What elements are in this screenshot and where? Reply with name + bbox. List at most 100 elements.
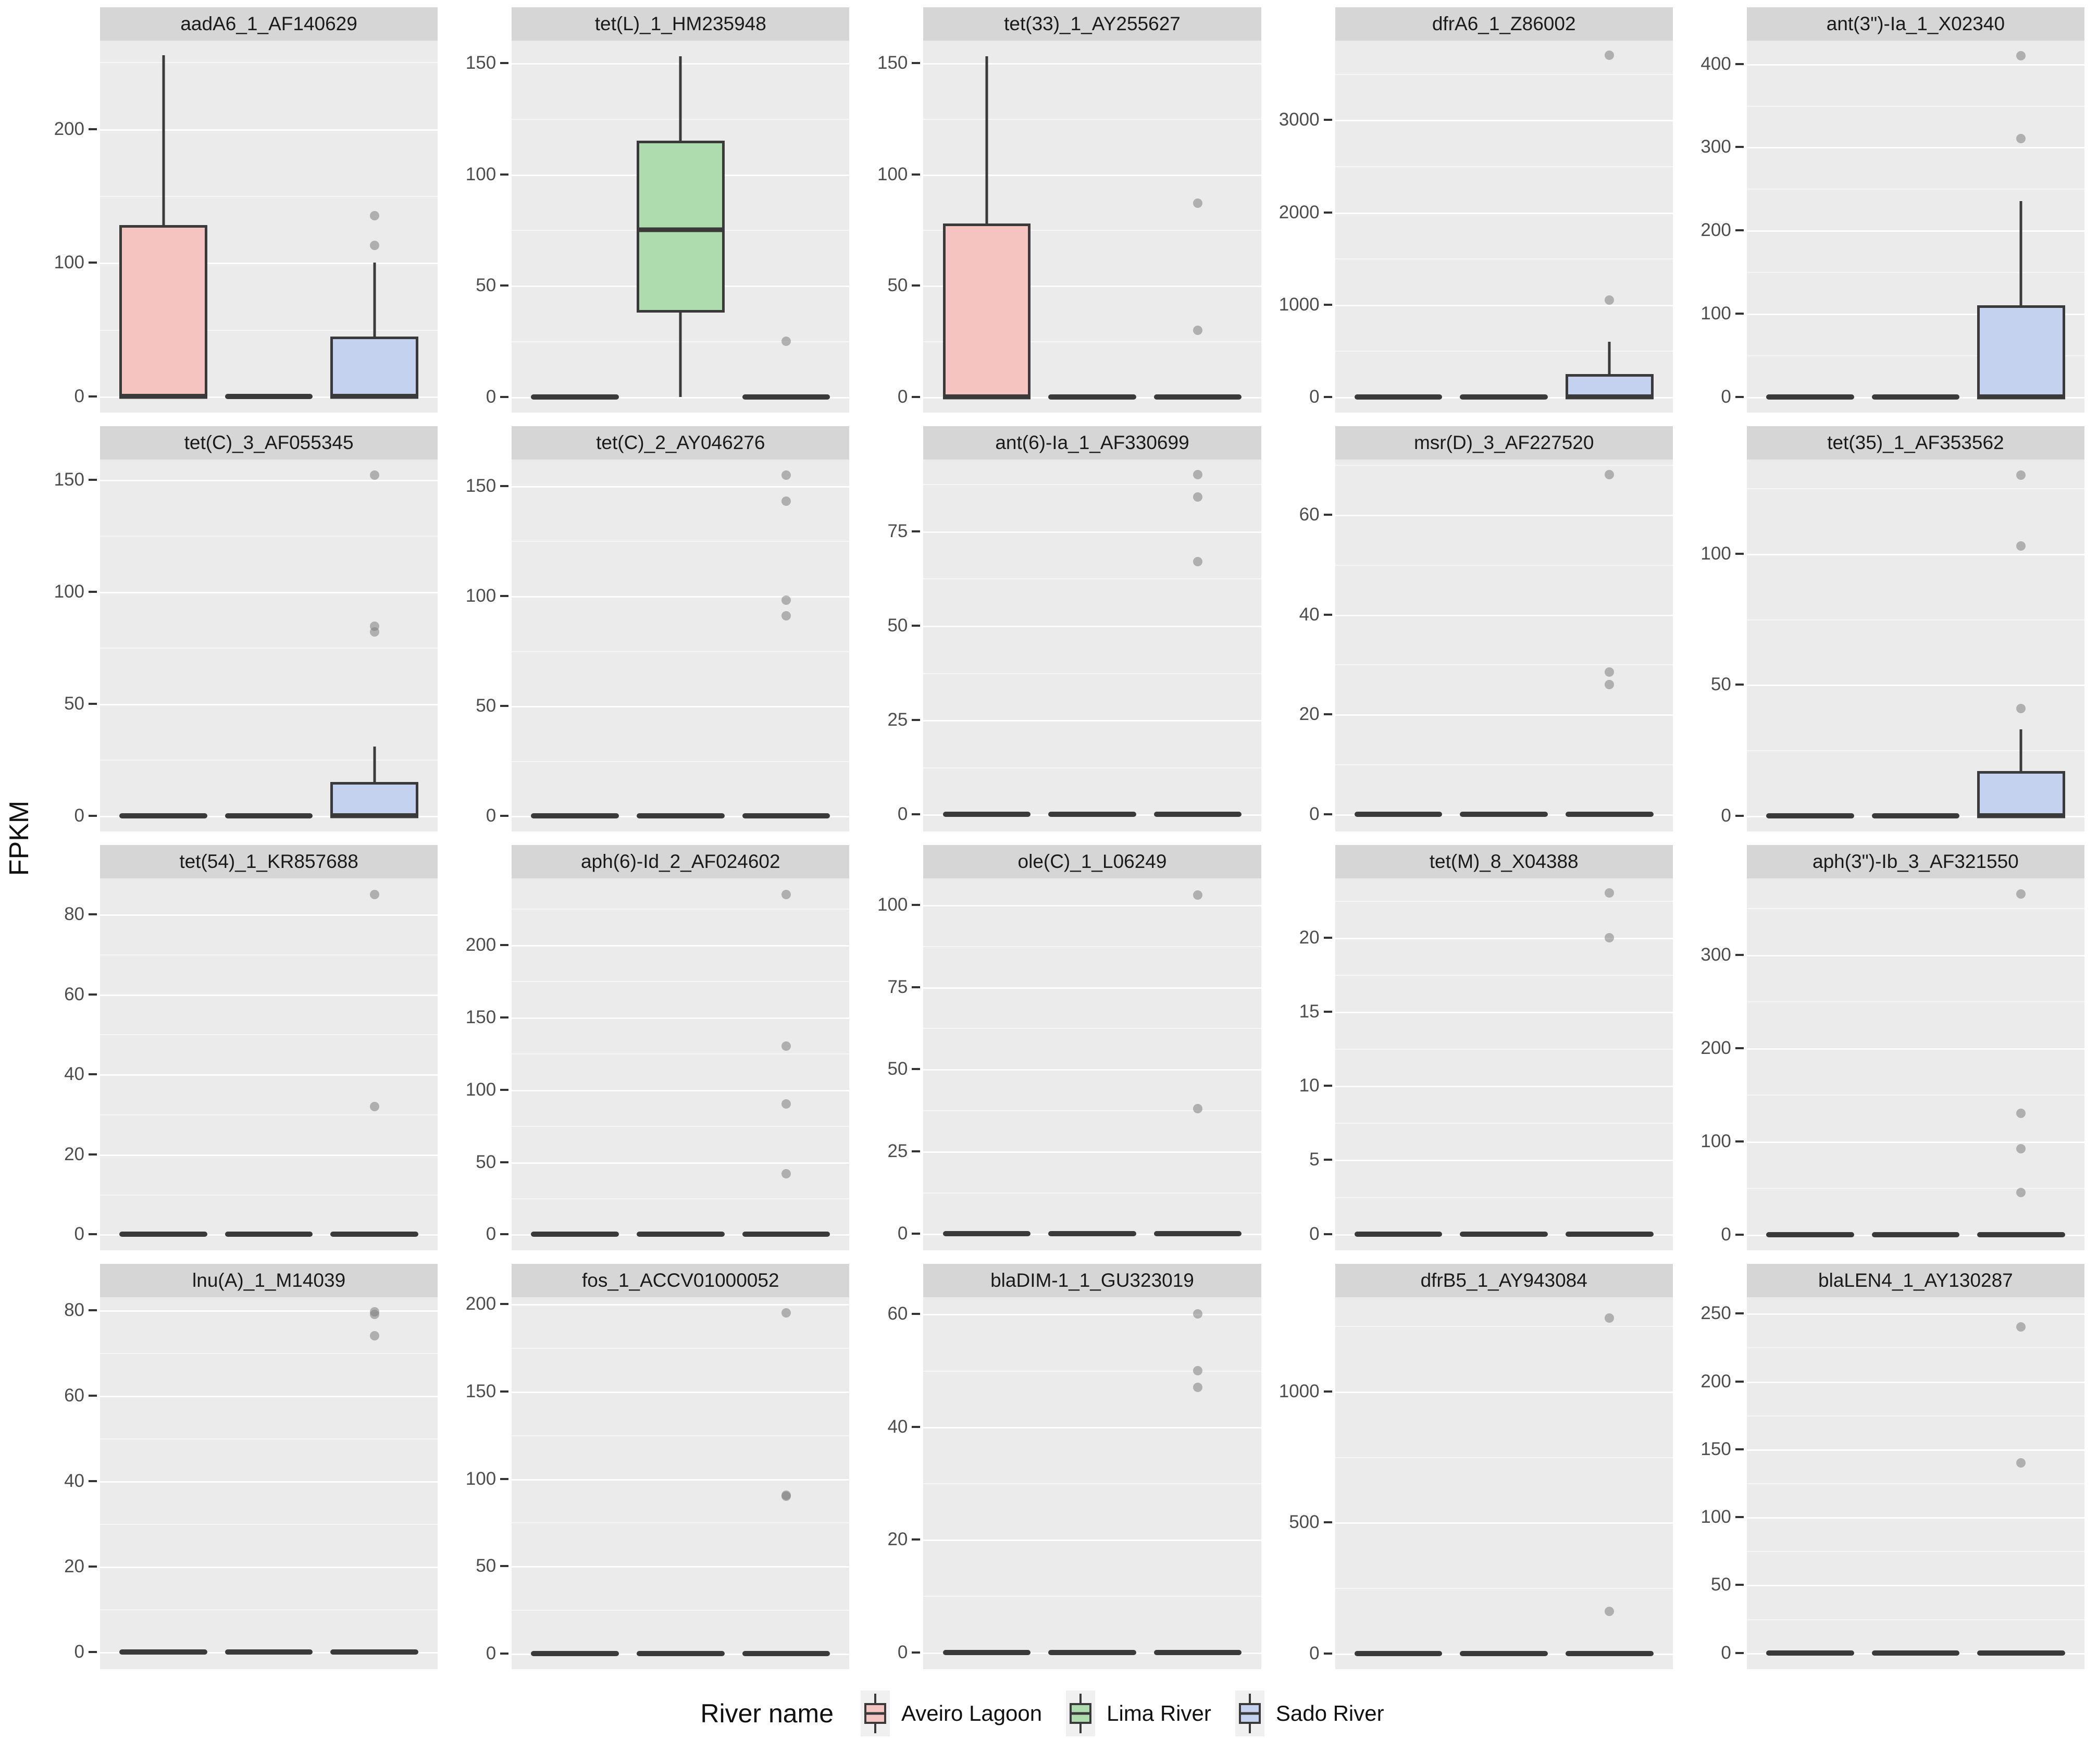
y-tick-label: 50 [476, 695, 496, 716]
median-line-aveiro-lagoon [942, 394, 1031, 400]
outlier-point-sado-river [2016, 889, 2026, 899]
facet-11: aph(6)-Id_2_AF024602 0 50 100 150 200 [450, 845, 850, 1250]
y-tick-mark [912, 173, 921, 176]
minor-gridline [512, 909, 850, 910]
y-tick-label: 20 [64, 1144, 84, 1164]
major-gridline [1335, 1392, 1673, 1393]
major-gridline [1746, 554, 2084, 555]
zero-boxplot-sado-river [742, 1232, 830, 1237]
y-tick-mark [89, 1394, 97, 1397]
major-gridline [1335, 212, 1673, 214]
major-gridline [512, 486, 850, 488]
plot-panel [1746, 41, 2084, 413]
y-tick-label: 15 [1299, 1001, 1320, 1022]
y-tick-label: 150 [465, 52, 496, 73]
minor-gridline [923, 946, 1261, 947]
major-gridline [512, 1566, 850, 1568]
minor-gridline [1746, 1347, 2084, 1349]
y-tick-mark [500, 705, 509, 707]
y-tick-mark [912, 61, 921, 64]
y-tick-mark [1323, 813, 1332, 816]
zero-boxplot-aveiro-lagoon [1766, 813, 1854, 818]
y-tick-mark [1735, 146, 1744, 148]
y-tick-label: 0 [1309, 1643, 1320, 1663]
y-tick-label: 100 [1700, 543, 1731, 564]
y-tick-mark [89, 1651, 97, 1654]
y-tick-label: 0 [486, 1643, 496, 1663]
minor-gridline [100, 1523, 438, 1525]
minor-gridline [923, 767, 1261, 768]
minor-gridline [1335, 73, 1673, 75]
outlier-point-sado-river [369, 1307, 379, 1316]
y-axis: 0 50 100 150 [862, 41, 923, 413]
median-line-lima-river [637, 227, 725, 232]
y-axis: 0 25 50 75 [862, 459, 923, 831]
y-tick-label: 100 [465, 1468, 496, 1489]
boxplot-box-aveiro-lagoon [119, 225, 207, 397]
outlier-point-sado-river [1193, 1309, 1203, 1319]
outlier-point-sado-river [1193, 890, 1203, 900]
facet-strip-title: fos_1_ACCV01000052 [582, 1270, 779, 1291]
facet-body: 0 50 100 150 [450, 459, 850, 831]
zero-boxplot-aveiro-lagoon [1354, 394, 1443, 400]
y-tick-mark [1735, 953, 1744, 956]
legend-item-sado-river: Sado River [1235, 1691, 1384, 1736]
facet-strip-title: tet(33)_1_AY255627 [1004, 13, 1181, 34]
y-tick-label: 60 [64, 984, 84, 1004]
minor-gridline [1746, 1001, 2084, 1003]
facet-6: tet(C)_2_AY046276 0 50 100 150 [450, 426, 850, 831]
major-gridline [923, 904, 1261, 906]
y-tick-label: 25 [887, 710, 908, 730]
upper-whisker-sado-river [2019, 729, 2022, 772]
facet-strip-title: aph(6)-Id_2_AF024602 [580, 851, 780, 872]
minor-gridline [923, 230, 1261, 231]
legend-item-lima-river: Lima River [1066, 1691, 1211, 1736]
major-gridline [512, 706, 850, 708]
major-gridline [100, 591, 438, 593]
outlier-point-sado-river [1193, 198, 1203, 208]
y-tick-mark [1735, 553, 1744, 555]
zero-boxplot-sado-river [330, 1649, 418, 1655]
zero-boxplot-sado-river [1153, 1231, 1242, 1237]
minor-gridline [1335, 1197, 1673, 1198]
y-tick-label: 75 [887, 976, 908, 997]
facet-strip: aph(3")-Ib_3_AF321550 [1746, 845, 2084, 878]
y-tick-mark [1735, 814, 1744, 817]
outlier-point-sado-river [1605, 933, 1615, 942]
facet-strip: dfrB5_1_AY943084 [1335, 1264, 1673, 1297]
major-gridline [100, 263, 438, 265]
major-gridline [1746, 685, 2084, 687]
plot-panel [1746, 459, 2084, 831]
plot-panel [100, 41, 438, 413]
zero-boxplot-aveiro-lagoon [531, 394, 619, 400]
facet-15: lnu(A)_1_M14039 0 20 40 60 80 [39, 1264, 438, 1669]
y-tick-label: 75 [887, 520, 908, 541]
y-tick-mark [1735, 1651, 1744, 1654]
outlier-point-sado-river [781, 1169, 791, 1178]
y-tick-mark [1323, 713, 1332, 716]
outlier-point-sado-river [1193, 469, 1203, 479]
plot-panel [1746, 1297, 2084, 1669]
minor-gridline [1335, 1123, 1673, 1124]
outlier-point-sado-river [1193, 1365, 1203, 1375]
plot-panel [1335, 459, 1673, 831]
minor-gridline [1746, 488, 2084, 490]
y-tick-label: 50 [887, 1059, 908, 1079]
facet-body: 0 1000 2000 3000 [1274, 41, 1673, 413]
facet-body: 0 20 40 60 80 [39, 878, 438, 1250]
facet-strip-title: ant(6)-Ia_1_AF330699 [995, 432, 1189, 453]
minor-gridline [100, 329, 438, 331]
plot-panel [923, 1297, 1261, 1669]
major-gridline [1335, 120, 1673, 122]
outlier-point-sado-river [1193, 1383, 1203, 1393]
outlier-point-sado-river [369, 240, 379, 250]
y-tick-mark [1735, 1047, 1744, 1049]
y-tick-mark [1323, 303, 1332, 306]
plot-panel [1335, 1297, 1673, 1669]
facet-body: 0 50 100 150 200 [450, 878, 850, 1250]
minor-gridline [512, 1053, 850, 1055]
major-gridline [512, 1304, 850, 1306]
legend-key-boxplot-icon [1235, 1691, 1264, 1736]
facet-body: 0 50 100 150 [39, 459, 438, 831]
zero-boxplot-sado-river [742, 813, 830, 819]
